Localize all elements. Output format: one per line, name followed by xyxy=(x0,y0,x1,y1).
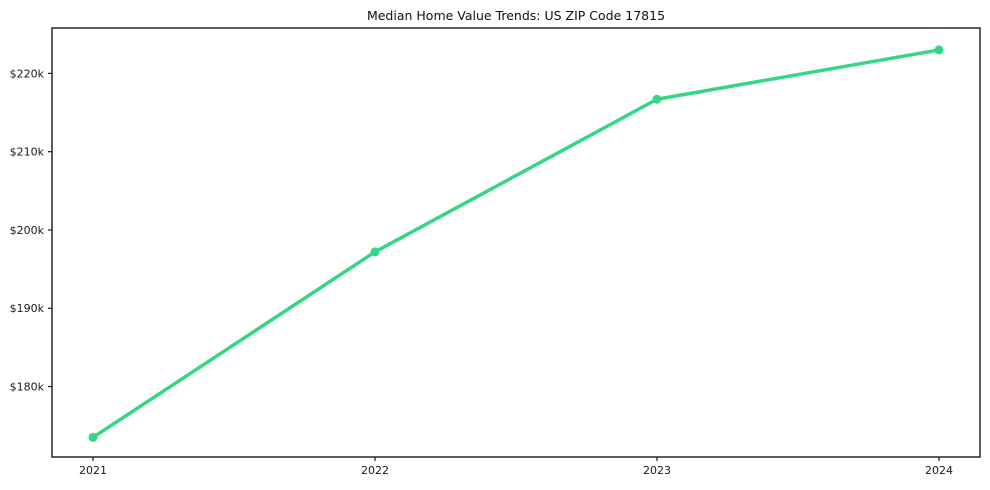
x-tick-label: 2023 xyxy=(643,464,671,477)
x-tick-label: 2021 xyxy=(79,464,107,477)
data-point-marker xyxy=(370,247,380,257)
series-group xyxy=(88,45,944,442)
plot-area xyxy=(51,27,981,458)
y-tick-label: $210k xyxy=(10,146,45,159)
y-tick-label: $180k xyxy=(10,380,45,393)
y-tick-label: $190k xyxy=(10,302,45,315)
y-tick-label: $220k xyxy=(10,67,45,80)
y-axis: $180k $190k $200k $210k $220k xyxy=(10,67,52,393)
data-point-marker xyxy=(934,45,944,55)
chart-title: Median Home Value Trends: US ZIP Code 17… xyxy=(367,8,665,23)
data-point-marker xyxy=(652,94,662,104)
y-tick-label: $200k xyxy=(10,224,45,237)
x-tick-label: 2022 xyxy=(361,464,389,477)
data-point-marker xyxy=(88,432,98,442)
x-tick-label: 2024 xyxy=(925,464,953,477)
x-axis: 2021 2022 2023 2024 xyxy=(79,457,953,477)
series-line xyxy=(91,48,941,440)
